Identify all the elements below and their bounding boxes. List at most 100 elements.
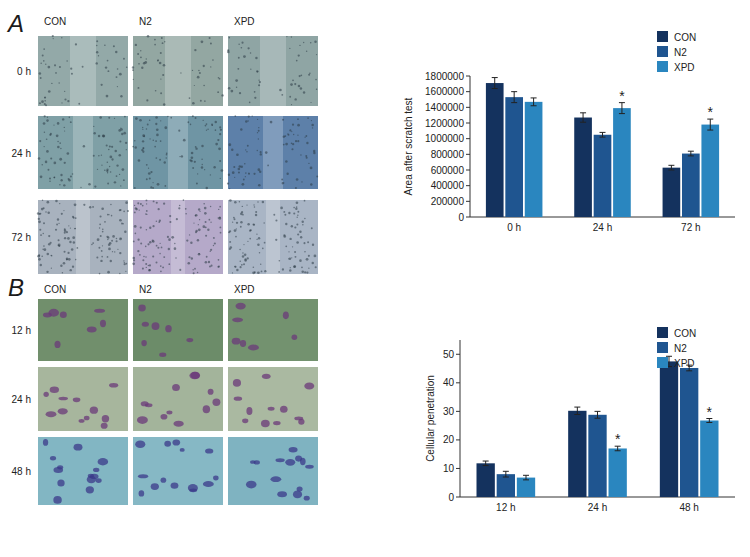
cell-blob — [189, 372, 200, 379]
error-stem — [577, 407, 578, 414]
cell-dot — [306, 271, 308, 273]
cell-dot — [148, 269, 151, 272]
y-tick — [466, 170, 470, 171]
cell-dot — [315, 79, 317, 81]
cell-dot — [142, 129, 143, 130]
error-cap — [600, 137, 606, 138]
cell-dot — [108, 149, 110, 151]
error-stem — [671, 165, 672, 170]
micrograph-bg — [228, 116, 318, 189]
cell-dot — [64, 232, 66, 234]
background — [0, 0, 750, 557]
cell-dot — [140, 56, 142, 58]
cell-dot — [260, 153, 262, 155]
cell-dot — [124, 231, 127, 234]
error-stem — [690, 151, 691, 156]
cell-dot — [96, 62, 98, 64]
cell-dot — [147, 243, 149, 245]
cell-dot — [297, 211, 299, 213]
legend-label: N2 — [674, 343, 687, 354]
cell-dot — [97, 169, 98, 170]
column-header: N2 — [139, 284, 152, 295]
cell-dot — [101, 207, 104, 210]
cell-dot — [159, 62, 162, 65]
cell-dot — [241, 211, 243, 213]
cell-dot — [249, 102, 251, 104]
cell-dot — [45, 211, 47, 213]
cell-dot — [220, 232, 222, 234]
cell-dot — [298, 54, 300, 56]
cell-dot — [75, 259, 77, 261]
cell-dot — [125, 201, 128, 204]
cell-dot — [297, 134, 298, 135]
cell-dot — [167, 116, 169, 118]
cell-dot — [59, 158, 62, 161]
cell-dot — [146, 99, 148, 101]
cell-dot — [148, 172, 151, 175]
cell-dot — [61, 37, 62, 38]
cell-dot — [205, 125, 207, 127]
bar — [517, 478, 535, 497]
cell-dot — [160, 140, 162, 142]
cell-dot — [239, 201, 241, 203]
cell-dot — [117, 68, 119, 70]
cell-dot — [48, 66, 51, 69]
micrograph — [38, 367, 128, 431]
cell-dot — [295, 140, 297, 142]
cell-dot — [106, 236, 108, 238]
cell-dot — [146, 214, 147, 215]
error-stem — [526, 475, 527, 480]
cell-dot — [168, 248, 170, 250]
cell-blob — [191, 372, 200, 379]
cell-dot — [51, 83, 52, 84]
cell-dot — [40, 264, 42, 266]
cell-dot — [291, 148, 293, 150]
cell-dot — [166, 154, 168, 156]
cell-dot — [43, 248, 46, 251]
cell-dot — [110, 260, 112, 262]
cell-dot — [204, 207, 207, 210]
micrograph-bg — [133, 299, 223, 361]
cell-dot — [210, 174, 211, 175]
cell-dot — [207, 229, 209, 231]
cell-dot — [117, 86, 118, 87]
cell-dot — [161, 247, 163, 249]
cell-blob — [305, 465, 314, 469]
cell-dot — [219, 160, 221, 162]
error-stem — [602, 132, 603, 137]
cell-dot — [164, 126, 167, 129]
cell-dot — [176, 218, 178, 220]
cell-dot — [155, 116, 158, 119]
cell-dot — [300, 87, 303, 90]
cell-dot — [192, 115, 194, 117]
cell-dot — [160, 265, 162, 267]
y-tick-label: 0 — [448, 492, 454, 503]
cell-dot — [286, 173, 288, 175]
cell-dot — [303, 242, 305, 244]
cell-dot — [306, 258, 309, 261]
cell-dot — [63, 184, 65, 186]
bar — [588, 415, 606, 497]
cell-dot — [169, 221, 171, 223]
scratch-gap — [76, 200, 90, 274]
cell-dot — [198, 224, 199, 225]
cell-dot — [146, 199, 148, 201]
cell-dot — [83, 145, 85, 147]
cell-dot — [244, 258, 246, 260]
cell-dot — [60, 174, 62, 176]
cell-dot — [197, 173, 198, 174]
cell-dot — [253, 173, 255, 175]
cell-dot — [107, 214, 109, 216]
cell-dot — [115, 150, 118, 153]
cell-dot — [100, 215, 102, 217]
y-axis-label: Area after scratch test — [403, 97, 414, 195]
cell-dot — [39, 72, 42, 75]
cell-dot — [41, 255, 43, 257]
cell-dot — [116, 240, 118, 242]
y-axis — [470, 76, 471, 217]
cell-dot — [206, 123, 208, 125]
error-bar — [600, 132, 606, 137]
cell-dot — [74, 203, 77, 206]
cell-dot — [316, 176, 318, 178]
error-cap — [503, 477, 509, 478]
